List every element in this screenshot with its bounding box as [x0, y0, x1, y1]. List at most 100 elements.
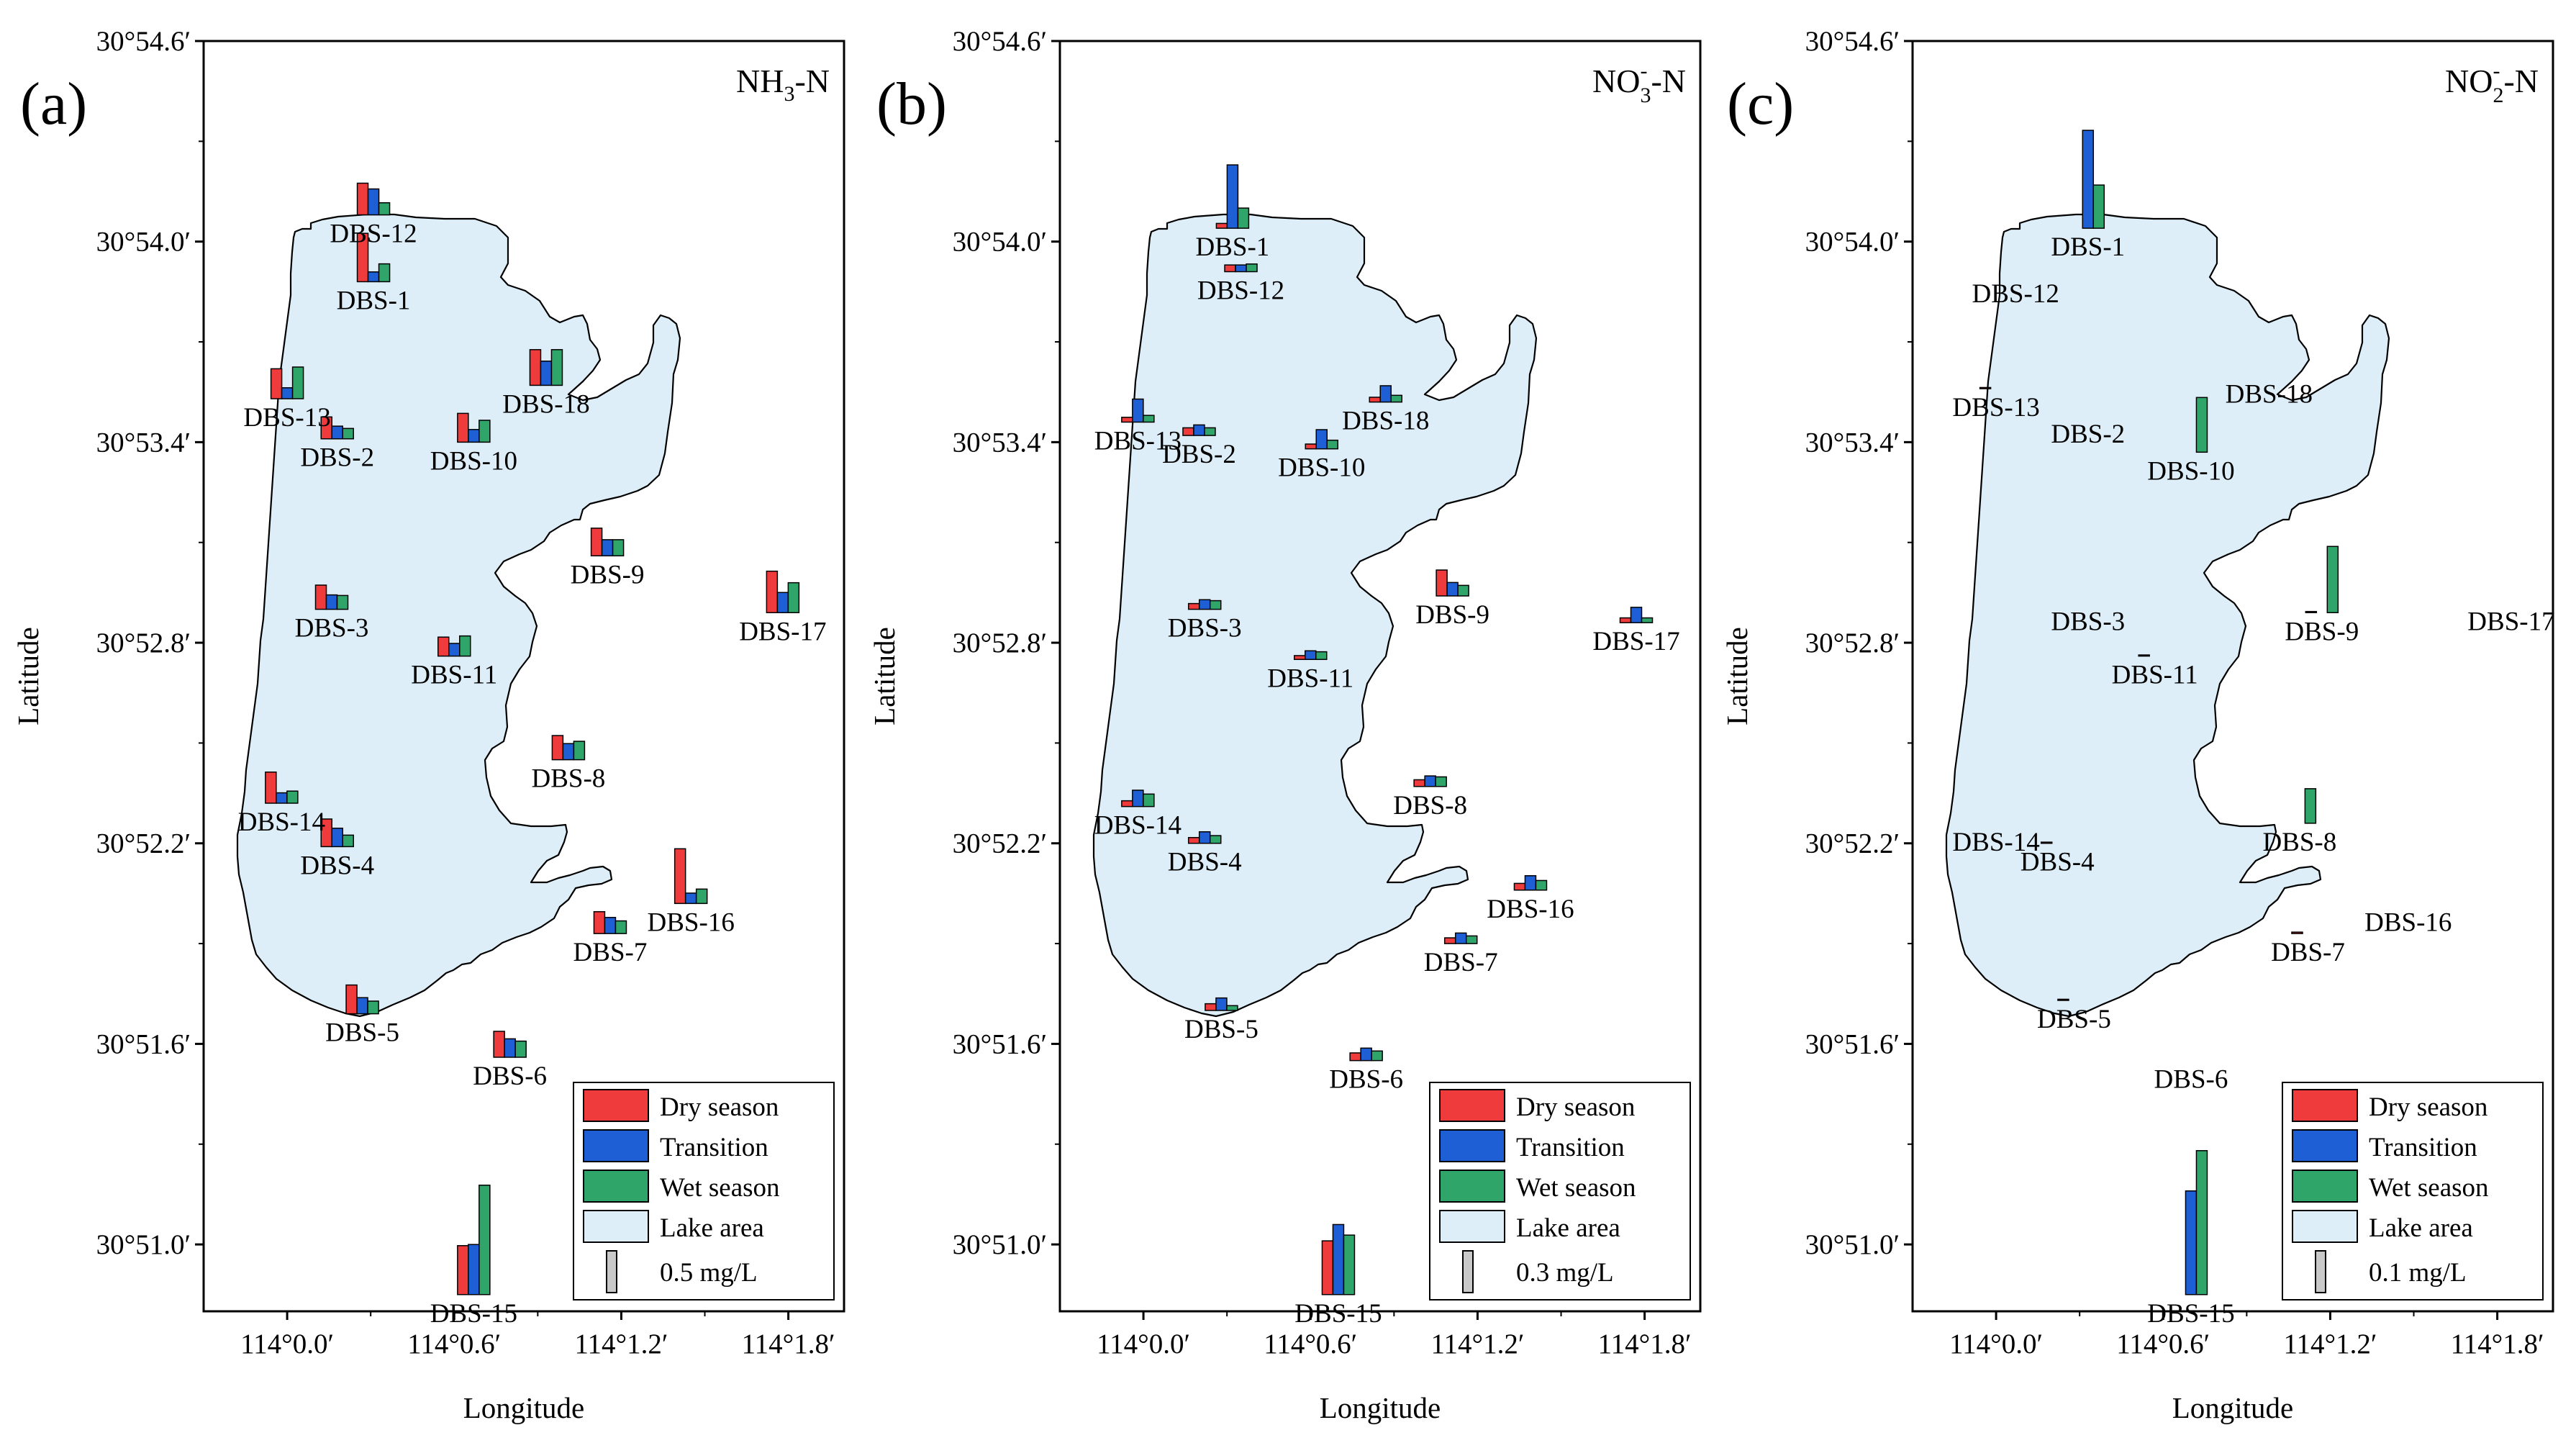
station-label: DBS-1: [1196, 232, 1270, 262]
station-dbs-4: DBS-4: [2021, 841, 2095, 877]
legend-label: Wet season: [1516, 1173, 1636, 1203]
station-label: DBS-10: [430, 446, 517, 476]
station-dbs-13: DBS-13: [243, 366, 331, 433]
bar-dbs-15-transition: [468, 1244, 480, 1295]
bar-dbs-10-transition: [1315, 429, 1328, 450]
station-dbs-14: DBS-14: [1952, 828, 2039, 857]
legend-swatch-lake: [1439, 1210, 1505, 1243]
y-axis-label: Latitude: [12, 627, 45, 725]
bar-dbs-18-transition: [1379, 385, 1392, 403]
x-tick-label: 114°0.6′: [2116, 1329, 2210, 1360]
station-label: DBS-4: [2021, 848, 2095, 877]
station-label: DBS-7: [573, 938, 648, 967]
station-label: DBS-9: [571, 560, 645, 589]
legend-swatch-dry: [1439, 1089, 1505, 1122]
bar-dbs-6-transition: [1360, 1047, 1372, 1062]
bar-dbs-1-transition: [2082, 130, 2095, 229]
bar-dbs-6-wet: [514, 1040, 527, 1058]
panel-tag: (c): [1727, 71, 1794, 137]
station-dbs-11: DBS-11: [2112, 654, 2198, 690]
bar-dbs-7-dry: [1443, 937, 1456, 944]
bar-dbs-14-dry: [265, 772, 277, 804]
bar-dbs-5-dry: [345, 984, 358, 1015]
y-axis-label: Latitude: [1720, 627, 1754, 725]
station-dbs-7: DBS-7: [2271, 931, 2345, 967]
y-tick-label: 30°51.0′: [96, 1229, 191, 1260]
station-label: DBS-17: [739, 617, 826, 646]
bar-dbs-13-transition: [1132, 398, 1144, 423]
station-dbs-15: DBS-15: [1294, 1223, 1382, 1329]
y-tick-label: 30°54.6′: [953, 26, 1047, 57]
station-label: DBS-6: [1329, 1065, 1403, 1095]
bar-dbs-2-wet: [1204, 427, 1216, 436]
bar-dbs-7-wet: [614, 920, 627, 934]
bar-dbs-6-dry: [1349, 1052, 1361, 1062]
station-dbs-11: DBS-11: [1267, 650, 1353, 693]
bar-dbs-14-wet: [1143, 793, 1155, 808]
station-label: DBS-8: [2262, 828, 2336, 857]
x-axis-label: Longitude: [463, 1391, 585, 1424]
y-tick-label: 30°53.4′: [1805, 427, 1900, 458]
bar-dbs-17-transition: [776, 592, 789, 613]
station-label: DBS-9: [1415, 600, 1489, 630]
bar-dbs-11-wet: [1315, 651, 1328, 661]
station-dbs-15: DBS-15: [430, 1185, 517, 1329]
station-label: DBS-6: [2154, 1065, 2228, 1095]
station-dbs-2: DBS-2: [2051, 420, 2125, 449]
station-label: DBS-10: [2147, 456, 2234, 486]
legend-swatch-wet: [583, 1170, 649, 1203]
y-tick-label: 30°54.6′: [1805, 26, 1900, 57]
bar-dbs-2-wet: [342, 428, 354, 440]
station-label: DBS-1: [2051, 232, 2125, 262]
bar-dbs-12-wet: [378, 202, 391, 216]
bar-dbs-13-wet: [1143, 415, 1155, 423]
bar-dbs-1-wet: [1237, 207, 1250, 229]
station-dbs-9: DBS-9: [2285, 546, 2359, 646]
bar-dbs-3-transition: [325, 594, 338, 610]
bar-dbs-9-dry: [1436, 569, 1448, 597]
x-axis-label: Longitude: [2172, 1391, 2294, 1424]
station-label: DBS-11: [2112, 661, 2198, 690]
bar-dbs-6-transition: [504, 1038, 516, 1058]
bar-dbs-3-wet: [1209, 600, 1222, 610]
station-dbs-13: DBS-13: [1094, 398, 1182, 456]
bar-dbs-10-transition: [468, 429, 480, 443]
station-label: DBS-3: [1168, 614, 1242, 643]
bar-dbs-17-transition: [1630, 607, 1643, 623]
bar-dbs-1-transition: [1226, 164, 1239, 229]
bar-dbs-10-dry: [457, 412, 469, 443]
bar-dbs-14-wet: [286, 790, 299, 804]
bar-dbs-11-dry: [2138, 654, 2150, 657]
bar-dbs-11-transition: [448, 643, 461, 657]
bar-dbs-1-wet: [2092, 184, 2105, 229]
x-tick-label: 114°0.6′: [1264, 1329, 1357, 1360]
bar-dbs-10-dry: [1305, 443, 1317, 450]
bar-dbs-7-wet: [1465, 935, 1478, 944]
legend-label: Wet season: [660, 1173, 780, 1203]
station-label: DBS-4: [1168, 848, 1242, 877]
legend-label: Dry season: [1516, 1093, 1635, 1122]
bar-dbs-5-dry: [2057, 998, 2069, 1001]
station-dbs-1: DBS-1: [337, 232, 410, 315]
station-dbs-18: DBS-18: [1342, 385, 1429, 436]
station-label: DBS-12: [1972, 279, 2059, 309]
station-dbs-3: DBS-3: [2051, 607, 2125, 636]
station-dbs-10: DBS-10: [430, 412, 517, 476]
y-tick-label: 30°51.6′: [96, 1028, 191, 1059]
bar-dbs-15-wet: [1343, 1234, 1356, 1295]
bar-dbs-8-transition: [1424, 775, 1436, 787]
bar-dbs-16-wet: [695, 888, 708, 905]
legend-swatch-lake: [583, 1210, 649, 1243]
bar-dbs-15-transition: [1332, 1223, 1345, 1295]
station-label: DBS-15: [1294, 1299, 1382, 1329]
panel-a: 30°51.0′ 30°51.6′ 30°52.2′ 30°52.8′ 30°53.4′…: [12, 26, 845, 1424]
bar-dbs-12-dry: [1224, 264, 1236, 273]
station-label: DBS-8: [1393, 791, 1467, 820]
bar-dbs-6-wet: [1371, 1050, 1383, 1062]
station-dbs-6: DBS-6: [473, 1031, 547, 1091]
bar-dbs-8-dry: [1413, 779, 1425, 787]
bar-dbs-9-transition: [601, 539, 614, 557]
scale-label: 0.1 mg/L: [2369, 1258, 2467, 1288]
legend: Dry season Transition Wet season Lake area 0…: [573, 1082, 835, 1300]
bar-dbs-1-transition: [367, 271, 380, 283]
